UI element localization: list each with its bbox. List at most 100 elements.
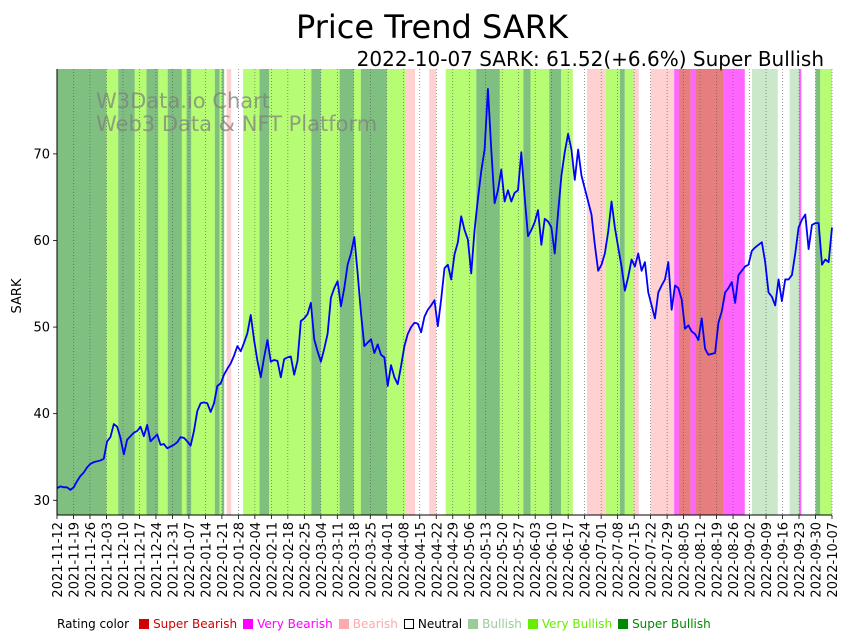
rating-band bbox=[499, 69, 524, 515]
x-tick-label: 2022-07-22 bbox=[645, 522, 660, 598]
y-axis-label: SARK bbox=[10, 278, 25, 313]
y-tick-label: 50 bbox=[33, 321, 50, 336]
rating-band bbox=[339, 69, 354, 515]
rating-band bbox=[181, 69, 187, 515]
legend-item: Bullish bbox=[468, 617, 522, 631]
rating-band bbox=[561, 69, 573, 515]
x-tick-label: 2022-02-11 bbox=[265, 522, 280, 598]
x-tick-label: 2022-06-24 bbox=[579, 522, 594, 598]
rating-band bbox=[476, 69, 500, 515]
x-tick-label: 2022-03-25 bbox=[364, 522, 379, 598]
rating-band bbox=[549, 69, 562, 515]
x-tick-label: 2021-12-10 bbox=[117, 522, 132, 598]
rating-band bbox=[678, 69, 691, 515]
x-tick-label: 2021-11-12 bbox=[51, 522, 66, 598]
legend-item: Bearish bbox=[338, 617, 398, 631]
rating-band bbox=[167, 69, 182, 515]
x-tick-label: 2022-01-14 bbox=[199, 522, 214, 598]
y-tick-label: 70 bbox=[33, 147, 50, 162]
x-tick-label: 2022-08-26 bbox=[727, 522, 742, 598]
watermark: W3Data.io Chart Web3 Data & NFT Platform bbox=[96, 89, 377, 136]
rating-band bbox=[723, 69, 734, 515]
legend-label: Very Bearish bbox=[257, 617, 333, 631]
rating-band bbox=[221, 69, 225, 515]
rating-band bbox=[674, 69, 679, 515]
x-tick-label: 2022-07-08 bbox=[612, 522, 627, 598]
rating-band bbox=[605, 69, 620, 515]
watermark-line-2: Web3 Data & NFT Platform bbox=[96, 112, 377, 136]
legend-swatch bbox=[468, 619, 479, 629]
rating-band bbox=[360, 69, 387, 515]
rating-band bbox=[259, 69, 270, 515]
x-tick-label: 2022-07-01 bbox=[595, 522, 610, 598]
x-tick-label: 2022-06-10 bbox=[546, 522, 561, 598]
legend-label: Very Bullish bbox=[541, 617, 613, 631]
legend-item: Very Bearish bbox=[243, 617, 333, 631]
legend-label: Super Bullish bbox=[632, 617, 711, 631]
x-tick-label: 2022-06-17 bbox=[562, 522, 577, 598]
rating-band bbox=[436, 69, 446, 515]
rating-band bbox=[106, 69, 119, 515]
rating-band bbox=[799, 69, 802, 515]
x-tick-label: 2022-01-07 bbox=[183, 522, 198, 598]
x-tick-label: 2022-09-30 bbox=[810, 522, 825, 598]
rating-band bbox=[66, 69, 107, 515]
x-tick-label: 2021-12-24 bbox=[150, 522, 165, 598]
rating-band bbox=[320, 69, 340, 515]
x-tick-label: 2022-02-04 bbox=[249, 522, 264, 598]
rating-legend: Rating color Super Bearish Very Bearish Be… bbox=[57, 617, 717, 631]
x-tick-label: 2021-12-31 bbox=[166, 522, 181, 598]
legend-swatch bbox=[243, 619, 254, 629]
rating-band bbox=[415, 69, 430, 515]
price-line bbox=[56, 88, 833, 491]
x-tick-label: 2022-04-29 bbox=[447, 522, 462, 598]
legend-swatch bbox=[618, 619, 629, 629]
rating-band bbox=[224, 69, 227, 515]
rating-band bbox=[57, 69, 67, 515]
x-tick-label: 2022-08-12 bbox=[694, 522, 709, 598]
rating-band bbox=[820, 69, 832, 515]
legend-title: Rating color bbox=[57, 617, 130, 631]
x-tick-label: 2022-05-20 bbox=[496, 522, 511, 598]
rating-band bbox=[429, 69, 437, 515]
x-tick-label: 2021-12-03 bbox=[100, 522, 115, 598]
x-tick-label: 2022-04-15 bbox=[414, 522, 429, 598]
legend-item: Neutral bbox=[403, 617, 462, 631]
x-tick-label: 2022-09-09 bbox=[760, 522, 775, 598]
x-gridlines bbox=[56, 69, 833, 515]
x-tick-label: 2022-05-27 bbox=[513, 522, 528, 598]
rating-band bbox=[146, 69, 159, 515]
y-tick-label: 60 bbox=[33, 234, 50, 249]
legend-swatch bbox=[403, 619, 414, 629]
rating-band bbox=[523, 69, 531, 515]
x-axis-ticks: 2021-11-12 2021-11-19 2021-11-26 2021-12-03… bbox=[51, 515, 841, 598]
rating-band bbox=[751, 69, 778, 515]
rating-band bbox=[134, 69, 147, 515]
legend-swatch bbox=[338, 619, 349, 629]
rating-band bbox=[231, 69, 244, 515]
x-tick-label: 2022-03-04 bbox=[315, 522, 330, 598]
rating-band bbox=[789, 69, 800, 515]
rating-band bbox=[191, 69, 215, 515]
rating-band bbox=[311, 69, 321, 515]
rating-band bbox=[386, 69, 406, 515]
legend-label: Super Bearish bbox=[153, 617, 238, 631]
x-tick-label: 2022-05-13 bbox=[480, 522, 495, 598]
rating-band bbox=[624, 69, 635, 515]
x-tick-label: 2022-02-18 bbox=[282, 522, 297, 598]
rating-band bbox=[219, 69, 222, 515]
rating-band bbox=[445, 69, 477, 515]
rating-band bbox=[801, 69, 816, 515]
rating-band bbox=[695, 69, 724, 515]
x-tick-label: 2022-06-03 bbox=[529, 522, 544, 598]
x-tick-label: 2022-09-16 bbox=[777, 522, 792, 598]
watermark-line-1: W3Data.io Chart bbox=[96, 89, 270, 113]
x-tick-label: 2021-11-26 bbox=[84, 522, 99, 598]
rating-band bbox=[587, 69, 606, 515]
x-tick-label: 2022-08-05 bbox=[678, 522, 693, 598]
rating-band bbox=[690, 69, 696, 515]
price-series bbox=[56, 88, 833, 491]
x-tick-label: 2021-11-19 bbox=[67, 522, 82, 598]
rating-band bbox=[158, 69, 168, 515]
